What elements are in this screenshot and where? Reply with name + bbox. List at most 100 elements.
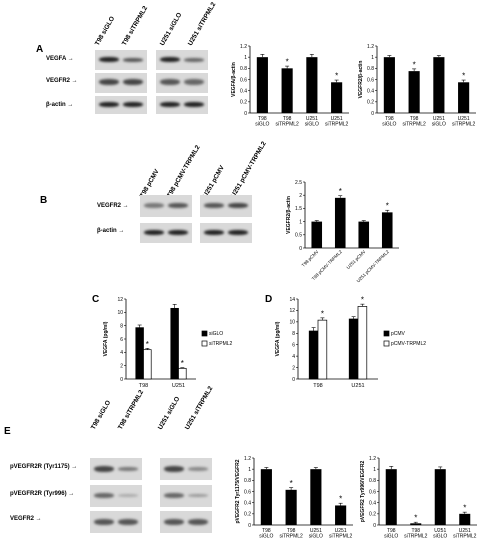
- x-tick-label: T98 siTRPML2: [404, 528, 428, 540]
- bar-chart-vegfa-secretion-overexpression: 0 2 4 6 8 10 12 14 VEGFA (pg/ml) * T98 * U251 pCMV pCM…: [275, 296, 426, 389]
- y-axis-label: VEGFR2/β-actin: [358, 61, 364, 99]
- y-tick-label: 0: [244, 111, 247, 117]
- y-tick-label: 14: [289, 297, 295, 303]
- bar: [348, 318, 359, 380]
- y-tick-label: 1.5: [295, 206, 302, 212]
- y-tick-label: 0.2: [240, 100, 247, 106]
- bar: [308, 330, 319, 380]
- significance-asterisk: *: [290, 479, 293, 488]
- significance-asterisk: *: [413, 60, 416, 69]
- y-tick-label: 0: [371, 111, 374, 117]
- significance-asterisk: *: [361, 296, 364, 305]
- y-tick-label: 1: [371, 55, 374, 61]
- x-tick-label: U251 siTRPML2: [452, 116, 476, 128]
- y-tick-label: 1: [248, 467, 251, 473]
- y-tick-label: 12: [289, 308, 295, 314]
- y-tick-label: 8: [292, 331, 295, 337]
- x-tick-label: T98 siGLO: [255, 116, 269, 128]
- lane-label: T98 pCMV-TRPML2: [165, 144, 202, 199]
- y-tick-label: 0.2: [244, 512, 251, 518]
- y-tick-label: 1.2: [244, 456, 251, 462]
- legend-label: pCMV-TRPML2: [391, 341, 426, 347]
- y-tick-label: 0: [292, 377, 295, 383]
- x-tick-label: U251 pCMV: [346, 249, 367, 270]
- y-tick-label: 1.2: [240, 44, 247, 50]
- y-tick-label: 4: [120, 350, 123, 356]
- lane-label: U251 siTRPML2: [186, 1, 218, 47]
- y-tick-label: 0: [248, 523, 251, 529]
- western-blot-strip: [90, 511, 142, 533]
- bar: [335, 505, 347, 525]
- western-blot-strip: [95, 50, 147, 70]
- y-tick-label: 0.8: [367, 66, 374, 72]
- y-tick-label: 0.6: [367, 77, 374, 83]
- bar: [310, 469, 322, 525]
- y-tick-label: 0.8: [240, 66, 247, 72]
- western-blot-strip: [140, 195, 192, 217]
- y-tick-label: 0.6: [244, 489, 251, 495]
- panel-letter-c: C: [92, 294, 100, 305]
- y-tick-label: 1.2: [367, 44, 374, 50]
- y-tick-label: 2: [299, 193, 302, 199]
- y-tick-label: 10: [117, 310, 123, 316]
- x-tick-label: U251: [351, 383, 364, 389]
- western-blot-strip: [200, 195, 252, 217]
- bar: [383, 57, 395, 113]
- significance-asterisk: *: [181, 359, 184, 368]
- panel-letter-d: D: [265, 294, 273, 305]
- y-tick-label: 0.8: [244, 478, 251, 484]
- blot-label: pVEGFR2R (Tyr1175) →: [10, 464, 78, 470]
- y-tick-label: 0.5: [295, 233, 302, 239]
- y-tick-label: 1: [299, 219, 302, 225]
- western-blot-strip: [160, 485, 212, 507]
- panel-letter-a: A: [36, 44, 44, 55]
- y-tick-label: 2: [120, 363, 123, 369]
- y-tick-label: 0: [373, 523, 376, 529]
- significance-asterisk: *: [286, 58, 289, 67]
- bar: [381, 212, 393, 248]
- western-blot-strip: [90, 458, 142, 480]
- x-tick-label: U251 siGLO: [305, 116, 319, 128]
- significance-asterisk: *: [339, 187, 342, 196]
- y-tick-label: 0: [120, 377, 123, 383]
- bar-chart-vegfa: 0 0.2 0.4 0.6 0.8 1 1.2 VEGFA/β-actin T98 siGLO * T…: [231, 44, 349, 128]
- lane-label: U251 pCMV-TRPML2: [229, 140, 268, 199]
- bar: [311, 221, 323, 248]
- western-blot-strip: [160, 458, 212, 480]
- y-tick-label: 1.2: [369, 456, 376, 462]
- bar: [281, 68, 293, 113]
- significance-asterisk: *: [146, 340, 149, 349]
- bar: [135, 327, 144, 380]
- x-tick-label: U251 siTRPML2: [453, 528, 477, 540]
- x-tick-label: T98 pCMV: [301, 249, 320, 268]
- y-axis-label: VEGFR2/β-actin: [286, 196, 292, 234]
- western-blot-strip: [156, 96, 208, 114]
- western-blot-strip: [200, 223, 252, 243]
- bar: [170, 307, 179, 380]
- y-tick-label: 0.6: [240, 77, 247, 83]
- x-tick-label: T98 siTRPML2: [402, 116, 426, 128]
- bar: [334, 197, 346, 248]
- western-blot-strip: [156, 73, 208, 93]
- lane-label: U251 siGLO: [156, 395, 182, 431]
- lane-label: T98 siGLO: [89, 399, 113, 431]
- x-tick-label: T98 siTRPML2: [275, 116, 299, 128]
- panel-letter-e: E: [4, 426, 11, 437]
- significance-asterisk: *: [386, 202, 389, 211]
- significance-asterisk: *: [339, 495, 342, 504]
- blot-label: β-actin →: [46, 102, 74, 108]
- y-axis-label: VEGFA/β-actin: [231, 62, 237, 97]
- x-tick-label: U251 siGLO: [432, 116, 446, 128]
- blot-label: VEGFA →: [46, 56, 74, 62]
- western-blot-strip: [95, 73, 147, 93]
- x-tick-label: T98: [313, 383, 322, 389]
- y-tick-label: 2.5: [295, 180, 302, 186]
- significance-asterisk: *: [414, 514, 417, 523]
- blot-label: VEGFR2 →: [46, 78, 78, 84]
- y-tick-label: 0: [299, 246, 302, 252]
- legend-label: siGLO: [209, 331, 223, 337]
- y-tick-label: 8: [120, 323, 123, 329]
- lane-label: T98 siGLO: [93, 15, 117, 47]
- bar: [285, 489, 297, 525]
